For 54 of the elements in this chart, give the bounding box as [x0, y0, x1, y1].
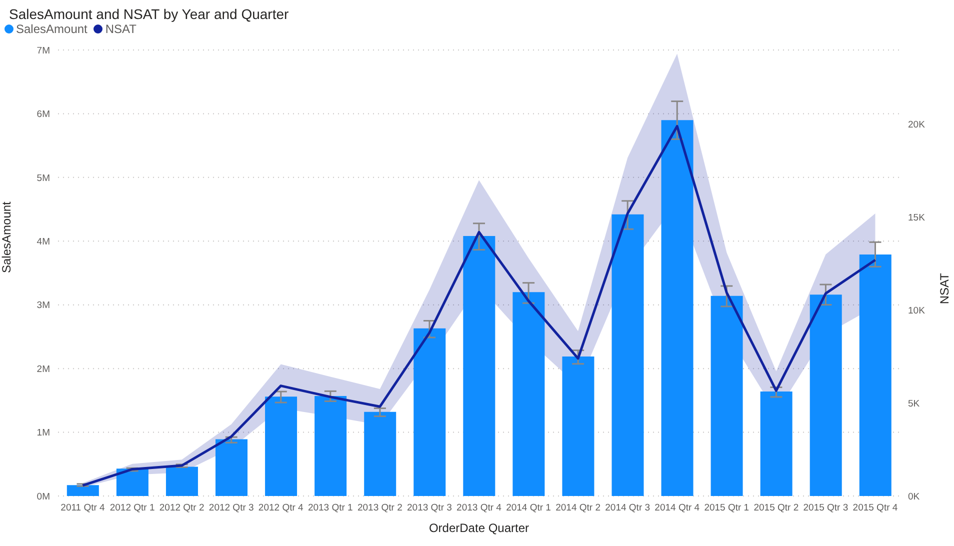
legend-label: NSAT	[105, 22, 136, 36]
bar	[116, 468, 148, 496]
bar	[463, 236, 496, 496]
bar	[562, 356, 594, 496]
y2-tick-label: 20K	[908, 120, 926, 131]
y2-tick-label: 15K	[908, 212, 926, 224]
x-tick-label: 2014 Qtr 3	[605, 502, 650, 514]
bar	[414, 328, 446, 496]
y-tick-label: 6M	[36, 109, 50, 120]
y-tick-label: 5M	[36, 172, 50, 184]
x-axis-title: OrderDate Quarter	[428, 521, 530, 535]
bar	[314, 396, 347, 496]
y-tick-label: 1M	[36, 428, 50, 439]
x-tick-label: 2011 Qtr 4	[60, 502, 105, 514]
x-tick-label: 2014 Qtr 4	[654, 502, 700, 514]
x-tick-label: 2015 Qtr 3	[803, 502, 848, 514]
bar	[512, 292, 545, 496]
y2-tick-label: 10K	[908, 306, 926, 317]
bar	[166, 466, 198, 496]
x-tick-label: 2012 Qtr 1	[110, 502, 155, 514]
line-series	[82, 124, 876, 487]
x-tick-label: 2015 Qtr 4	[852, 502, 898, 514]
bar	[265, 396, 298, 496]
y2-tick-label: 0K	[908, 491, 920, 502]
bar	[216, 439, 248, 496]
legend-label: SalesAmount	[16, 22, 88, 36]
x-tick-label: 2014 Qtr 2	[556, 502, 601, 514]
x-tick-label: 2013 Qtr 2	[357, 502, 402, 514]
x-tick-label: 2015 Qtr 1	[704, 502, 750, 514]
bar	[810, 294, 842, 496]
bar	[859, 254, 892, 496]
y-tick-label: 7M	[36, 45, 50, 56]
y-axis-title: SalesAmount	[0, 200, 14, 273]
bar	[66, 485, 99, 496]
bar	[661, 120, 694, 496]
chart-title: SalesAmount and NSAT by Year and Quarter	[9, 6, 289, 22]
y-tick-label: 4M	[36, 236, 50, 248]
y-tick-label: 2M	[36, 364, 50, 375]
y-tick-label: 3M	[36, 300, 50, 312]
bar	[710, 296, 743, 496]
y-tick-label: 0M	[36, 491, 50, 502]
y2-axis-title: NSAT	[937, 272, 952, 304]
x-tick-label: 2012 Qtr 2	[159, 502, 204, 514]
x-tick-label: 2014 Qtr 1	[506, 502, 551, 514]
x-tick-label: 2015 Qtr 2	[754, 502, 799, 514]
x-tick-label: 2013 Qtr 1	[308, 502, 353, 514]
bar	[612, 214, 644, 496]
x-tick-label: 2012 Qtr 3	[208, 502, 254, 514]
x-tick-label: 2012 Qtr 4	[258, 502, 304, 514]
bar	[364, 412, 396, 496]
y2-tick-label: 5K	[908, 398, 920, 410]
x-tick-label: 2013 Qtr 4	[456, 502, 502, 514]
x-tick-label: 2013 Qtr 3	[407, 502, 452, 514]
bar	[760, 392, 792, 496]
